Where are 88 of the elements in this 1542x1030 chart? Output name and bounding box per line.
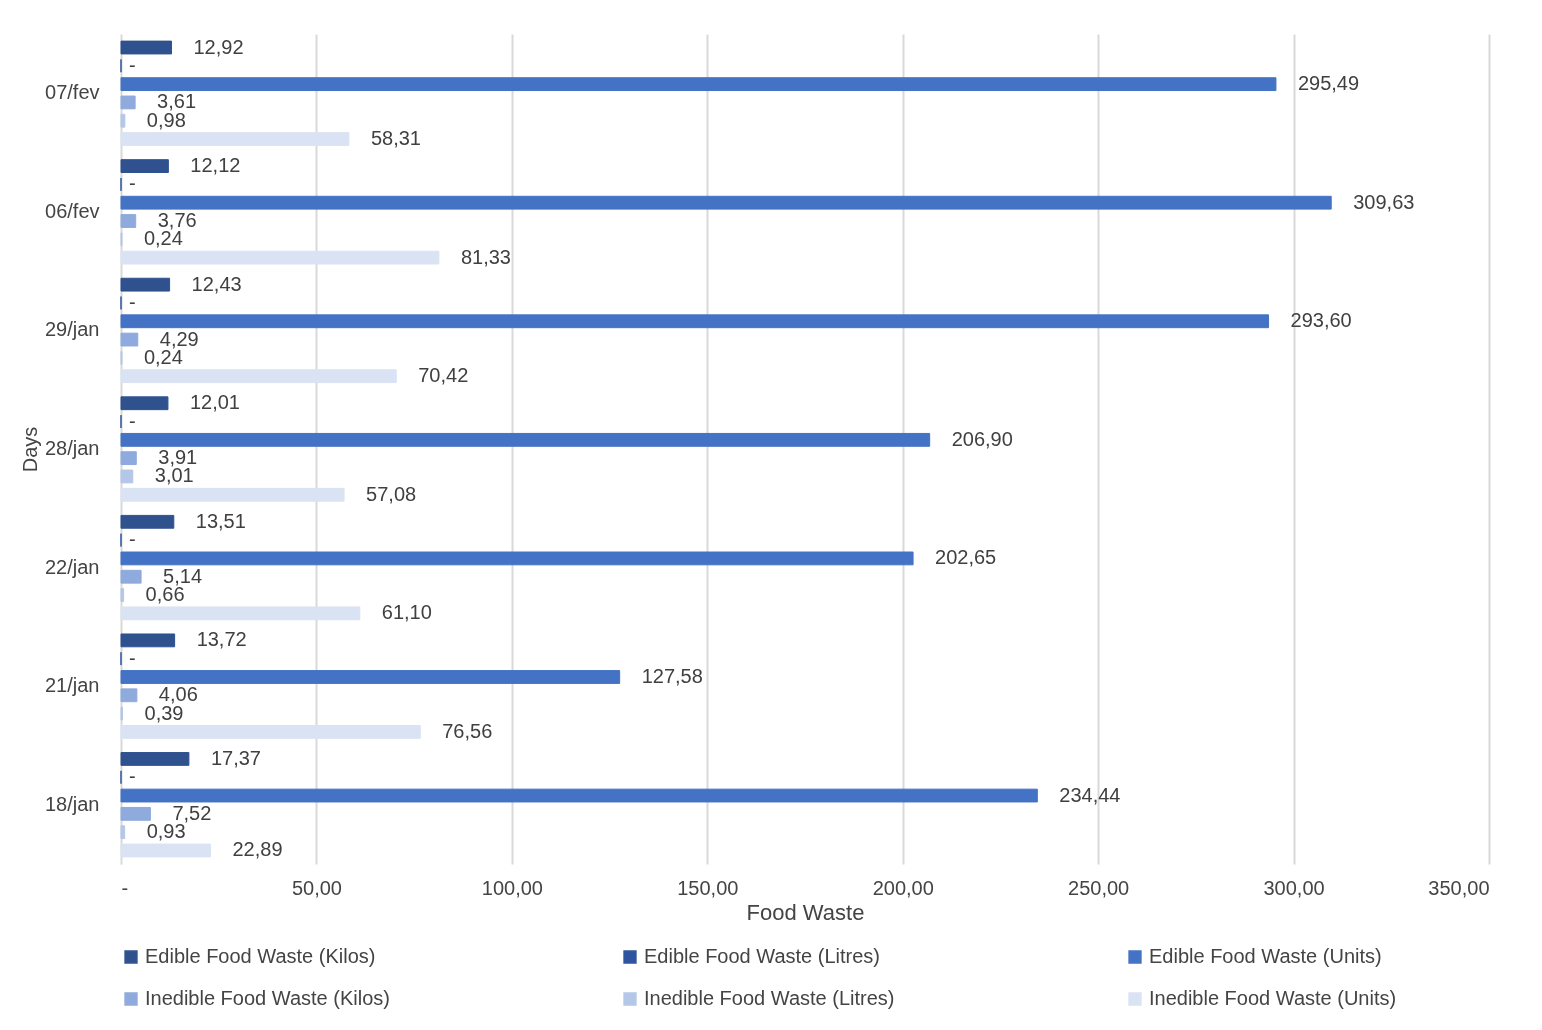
data-label: 12,43 bbox=[191, 272, 242, 295]
data-label: 13,51 bbox=[195, 509, 246, 532]
x-tick-label: 300,00 bbox=[1263, 876, 1325, 899]
bar bbox=[120, 752, 190, 766]
bar bbox=[120, 432, 931, 447]
data-label: - bbox=[129, 409, 136, 432]
data-label: 17,37 bbox=[210, 746, 261, 769]
x-tick-label: - bbox=[121, 876, 129, 899]
data-label: 202,65 bbox=[935, 546, 997, 569]
x-tick-label: 200,00 bbox=[872, 876, 934, 899]
legend-label: Edible Food Waste (Units) bbox=[1149, 945, 1382, 967]
data-label: 57,08 bbox=[366, 482, 417, 505]
bar bbox=[120, 159, 169, 173]
data-label: 3,61 bbox=[157, 90, 197, 113]
bar bbox=[120, 332, 139, 347]
data-label: - bbox=[129, 53, 136, 76]
x-tick-label: 350,00 bbox=[1428, 876, 1490, 899]
bar bbox=[120, 551, 914, 566]
data-label: 4,06 bbox=[158, 683, 198, 706]
data-label: 58,31 bbox=[370, 127, 421, 150]
bar bbox=[120, 369, 397, 384]
y-axis-title: Days bbox=[19, 426, 42, 473]
data-label: 206,90 bbox=[951, 427, 1013, 450]
data-label: 12,92 bbox=[193, 35, 244, 58]
data-label: 295,49 bbox=[1297, 72, 1360, 95]
bar bbox=[120, 569, 142, 584]
bar bbox=[120, 95, 136, 110]
bar bbox=[120, 606, 361, 621]
bar bbox=[120, 843, 211, 858]
data-label: 234,44 bbox=[1059, 783, 1121, 806]
y-tick-label: 06/fev bbox=[45, 199, 100, 222]
data-label: - bbox=[129, 172, 136, 195]
bar bbox=[120, 514, 175, 529]
legend-label: Inedible Food Waste (Units) bbox=[1149, 987, 1397, 1009]
data-label: 76,56 bbox=[442, 719, 493, 742]
bar bbox=[120, 487, 345, 502]
bar bbox=[120, 825, 126, 840]
bar bbox=[120, 113, 126, 128]
bar bbox=[120, 132, 350, 146]
y-tick-label: 22/jan bbox=[45, 555, 100, 578]
bar bbox=[120, 396, 169, 411]
data-label: 12,01 bbox=[189, 391, 240, 414]
data-label: 309,63 bbox=[1353, 190, 1415, 213]
bar bbox=[120, 725, 421, 739]
bar bbox=[120, 688, 138, 703]
legend-label: Edible Food Waste (Litres) bbox=[644, 945, 881, 967]
legend-label: Inedible Food Waste (Kilos) bbox=[145, 987, 390, 1009]
data-label: 3,76 bbox=[157, 209, 197, 232]
data-label: - bbox=[129, 646, 136, 669]
y-tick-label: 28/jan bbox=[45, 437, 100, 459]
x-axis-title: Food Waste bbox=[746, 899, 865, 925]
legend-label: Edible Food Waste (Kilos) bbox=[145, 945, 376, 967]
bar bbox=[120, 469, 134, 484]
bar bbox=[120, 195, 1332, 210]
bar bbox=[120, 277, 171, 292]
data-label: 3,91 bbox=[158, 446, 198, 469]
y-tick-label: 07/fev bbox=[45, 81, 100, 104]
bar bbox=[120, 633, 176, 648]
data-label: 22,89 bbox=[232, 838, 283, 861]
data-label: 127,58 bbox=[641, 664, 703, 687]
x-tick-label: 250,00 bbox=[1068, 876, 1130, 899]
bar bbox=[120, 788, 1038, 803]
bar bbox=[120, 214, 137, 228]
x-tick-label: 150,00 bbox=[677, 876, 739, 899]
data-label: 70,42 bbox=[418, 364, 469, 387]
y-tick-label: 21/jan bbox=[45, 674, 100, 697]
data-label: 293,60 bbox=[1290, 309, 1352, 332]
data-label: - bbox=[129, 528, 136, 551]
data-label: 5,14 bbox=[163, 564, 203, 587]
bar bbox=[120, 250, 440, 265]
data-label: - bbox=[129, 290, 136, 313]
y-tick-label: 29/jan bbox=[45, 318, 100, 341]
bar bbox=[120, 77, 1277, 92]
bar bbox=[120, 806, 151, 821]
legend-label: Inedible Food Waste (Litres) bbox=[644, 987, 895, 1009]
data-label: 13,72 bbox=[196, 628, 247, 651]
bar bbox=[120, 314, 1270, 329]
data-label: 81,33 bbox=[460, 245, 511, 268]
bar bbox=[120, 588, 125, 602]
bar bbox=[120, 40, 172, 55]
bar bbox=[120, 451, 137, 466]
data-label: - bbox=[129, 765, 136, 788]
data-label: 12,12 bbox=[190, 154, 241, 177]
x-tick-label: 100,00 bbox=[481, 876, 543, 899]
data-label: 61,10 bbox=[381, 601, 432, 624]
x-tick-label: 50,00 bbox=[291, 876, 342, 899]
bar bbox=[120, 670, 621, 684]
y-tick-label: 18/jan bbox=[45, 792, 100, 815]
